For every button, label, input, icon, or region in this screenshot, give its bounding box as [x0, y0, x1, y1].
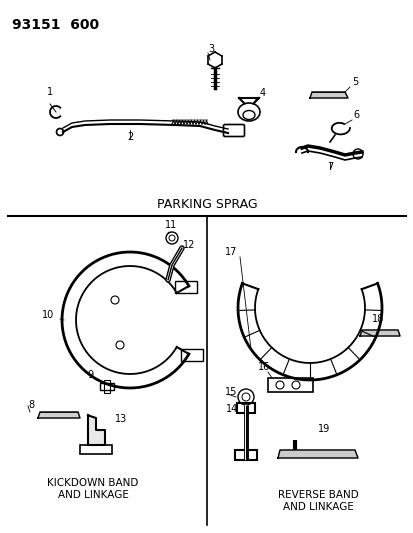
Text: 13: 13 [115, 414, 127, 424]
Text: PARKING SPRAG: PARKING SPRAG [156, 198, 257, 211]
Text: 5: 5 [351, 77, 357, 87]
Text: 19: 19 [317, 424, 330, 434]
Text: 6: 6 [352, 110, 358, 120]
Polygon shape [38, 412, 80, 418]
Text: 17: 17 [224, 247, 237, 257]
Text: 1: 1 [47, 87, 53, 97]
Polygon shape [88, 415, 105, 445]
Text: 8: 8 [28, 400, 34, 410]
Polygon shape [277, 450, 357, 458]
Text: KICKDOWN BAND
AND LINKAGE: KICKDOWN BAND AND LINKAGE [47, 479, 138, 500]
Polygon shape [309, 92, 347, 98]
Text: 11: 11 [165, 220, 177, 230]
Text: 3: 3 [207, 44, 214, 54]
Text: 14: 14 [225, 404, 237, 414]
Polygon shape [359, 330, 399, 336]
Text: 10: 10 [42, 310, 54, 320]
Text: 15: 15 [224, 387, 237, 397]
Text: 18: 18 [371, 314, 383, 324]
Text: 7: 7 [326, 162, 332, 172]
Text: 2: 2 [126, 132, 133, 142]
Text: 9: 9 [87, 370, 93, 380]
Text: 4: 4 [259, 88, 266, 98]
Text: 93151  600: 93151 600 [12, 18, 99, 32]
Text: 12: 12 [183, 240, 195, 250]
Text: REVERSE BAND
AND LINKAGE: REVERSE BAND AND LINKAGE [277, 490, 358, 512]
Text: 16: 16 [257, 362, 270, 372]
